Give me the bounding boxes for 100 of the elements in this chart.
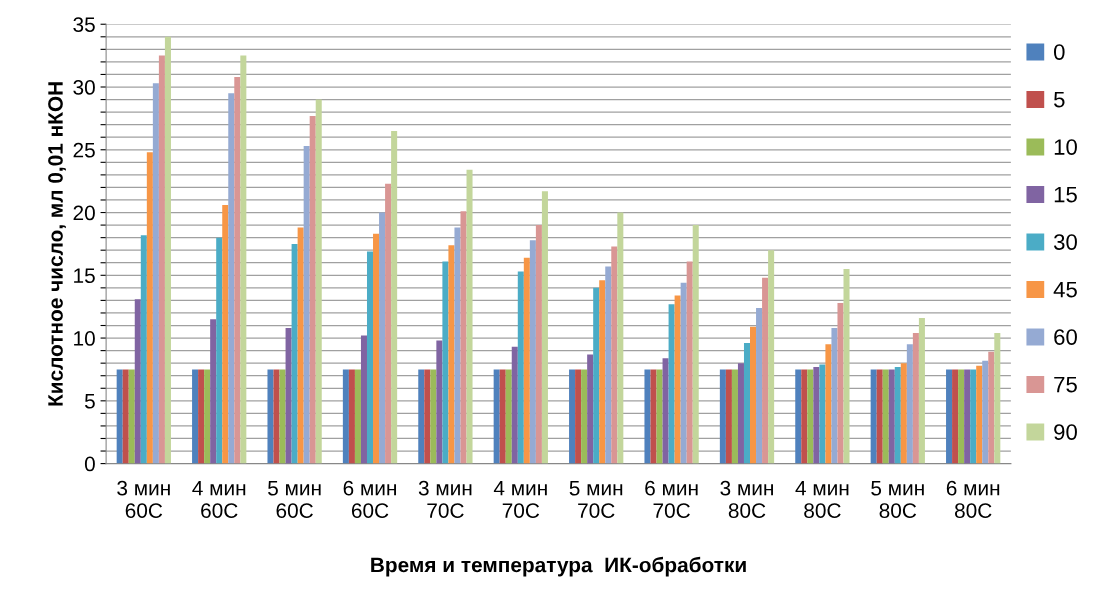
bar: [894, 366, 901, 464]
y-axis-title: Кислотное число, мл 0,01 нКОН: [48, 82, 66, 406]
bar: [674, 295, 681, 464]
bar: [222, 205, 229, 464]
bar: [315, 99, 322, 464]
bar: [813, 366, 820, 464]
bar: [569, 369, 576, 464]
bar: [795, 369, 802, 464]
bar: [373, 233, 380, 464]
bar: [460, 211, 467, 464]
bar: [575, 369, 582, 464]
bar: [762, 277, 769, 464]
bar: [192, 369, 199, 464]
bar: [994, 333, 1001, 464]
bar: [273, 369, 280, 464]
bar: [680, 282, 687, 464]
x-tick-label: 6 мин 70С: [645, 480, 698, 518]
bar: [134, 299, 141, 464]
bar: [843, 269, 850, 464]
bar: [587, 354, 594, 464]
bar: [164, 36, 171, 464]
bar: [982, 360, 989, 464]
bar: [876, 369, 883, 464]
bar: [517, 271, 524, 464]
bar: [204, 369, 211, 464]
bar: [946, 369, 953, 464]
bar: [216, 237, 223, 464]
bar: [988, 351, 995, 464]
legend-label: 45: [1053, 281, 1077, 298]
bar: [819, 364, 826, 464]
legend-label: 0: [1053, 44, 1065, 60]
bar: [240, 55, 247, 464]
bar: [267, 369, 274, 464]
bar: [831, 328, 838, 464]
bar: [418, 369, 425, 464]
bar: [348, 369, 355, 464]
legend-label: 10: [1054, 139, 1077, 155]
bar: [801, 369, 808, 464]
bar: [768, 250, 775, 464]
bar: [900, 363, 907, 464]
bar: [719, 369, 726, 464]
x-tick-label: 3 мин 80С: [720, 480, 773, 518]
x-tick-label: 5 мин 70С: [569, 481, 623, 518]
bar: [807, 369, 814, 464]
bar: [611, 246, 618, 464]
y-tick-label: 25: [73, 142, 95, 158]
bar: [541, 191, 548, 464]
bar: [599, 280, 606, 464]
bar: [668, 304, 675, 464]
y-tick-label: 15: [74, 268, 95, 284]
bar: [725, 369, 732, 464]
bar: [750, 326, 757, 464]
bar: [146, 152, 153, 464]
bar: [454, 227, 461, 464]
x-tick-label: 4 мин 70С: [493, 481, 547, 518]
bar: [442, 261, 449, 464]
bar: [303, 146, 310, 464]
bar: [198, 369, 205, 464]
bar: [424, 369, 431, 464]
bar: [644, 369, 651, 464]
bar: [366, 251, 374, 464]
bar: [882, 369, 889, 464]
legend-label: 5: [1054, 91, 1065, 108]
y-tick-label: 20: [73, 205, 95, 221]
legend-label: 90: [1054, 424, 1077, 440]
bar: [379, 212, 386, 464]
bar: [912, 333, 919, 464]
bar: [342, 369, 349, 464]
bar: [128, 369, 135, 464]
bar: [662, 358, 669, 464]
bar: [958, 369, 965, 464]
x-tick-label: 3 мин 60С: [117, 480, 170, 518]
bar: [493, 369, 500, 464]
bar: [964, 369, 971, 464]
bar: [448, 245, 455, 464]
x-tick-label: 6 мин 60С: [343, 480, 396, 518]
bar: [511, 346, 518, 464]
x-tick-label: 4 мин 60С: [192, 481, 246, 518]
bar: [870, 369, 877, 464]
bar: [234, 76, 241, 464]
bar: [743, 343, 751, 464]
bar: [581, 369, 588, 464]
bar: [228, 93, 235, 464]
bar: [122, 369, 129, 464]
bar: [391, 130, 398, 464]
bar: [970, 369, 977, 464]
bar: [140, 235, 147, 464]
bar: [731, 369, 738, 464]
bar: [210, 319, 217, 464]
bar: [354, 369, 361, 464]
y-tick-label: 30: [73, 80, 95, 95]
bar: [529, 240, 536, 464]
y-tick-label: 10: [74, 331, 95, 346]
bar: [888, 369, 895, 464]
bar: [535, 225, 542, 464]
legend-label: 60: [1054, 329, 1077, 345]
bar: [837, 302, 844, 464]
bar: [686, 261, 693, 464]
bar: [737, 363, 744, 464]
bar: [605, 266, 612, 464]
